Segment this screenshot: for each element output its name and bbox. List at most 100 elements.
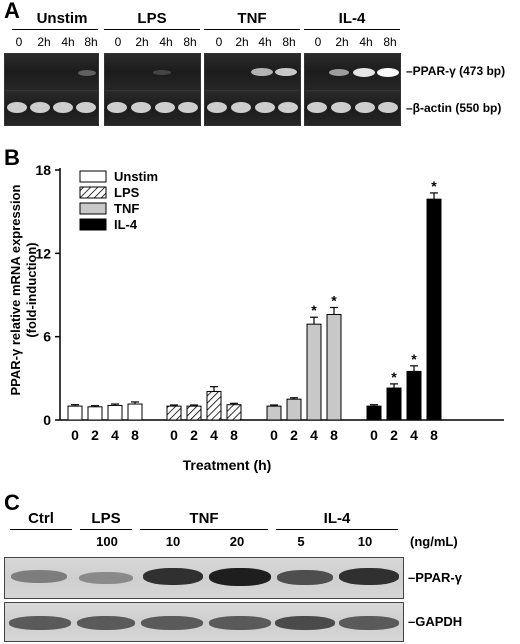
lane-label: 0 xyxy=(314,35,322,49)
bar xyxy=(266,405,282,421)
x-tick-label: 2 xyxy=(390,427,398,443)
western-blot-ppar xyxy=(4,557,404,599)
significance-marker: * xyxy=(431,178,437,194)
x-tick-label: 0 xyxy=(370,427,378,443)
x-tick-label: 0 xyxy=(170,427,178,443)
x-tick-label: 2 xyxy=(190,427,198,443)
gel-band xyxy=(107,102,127,113)
lane-label: 8h xyxy=(84,35,98,49)
legend-swatch xyxy=(79,202,107,215)
gel-actin-lps xyxy=(104,90,201,126)
gel-band xyxy=(231,102,251,113)
gel-band xyxy=(30,102,50,113)
gel-band xyxy=(307,102,327,113)
group-underline xyxy=(304,29,400,30)
gel-band xyxy=(353,68,375,77)
wb-band xyxy=(9,616,71,630)
gel-band xyxy=(378,102,398,113)
lane-label: 2h xyxy=(335,35,349,49)
gel-ppar-unstim xyxy=(4,53,99,91)
group-underline xyxy=(204,29,300,30)
lane-label: 0 xyxy=(15,35,23,49)
legend-label: TNF xyxy=(114,201,139,216)
wb-band xyxy=(209,568,271,586)
group-label-lps: LPS xyxy=(137,10,167,27)
bar xyxy=(107,404,123,421)
gel-ppar-il4 xyxy=(304,53,401,91)
wb-band xyxy=(275,616,335,630)
bar xyxy=(166,405,182,421)
legend-label: LPS xyxy=(114,185,140,200)
wb-band xyxy=(277,570,333,585)
gel-band xyxy=(207,102,227,113)
bar xyxy=(426,198,442,421)
wb-group-ctrl: Ctrl xyxy=(28,510,54,527)
legend-swatch xyxy=(79,218,107,231)
legend-swatch xyxy=(79,170,107,183)
gel-band xyxy=(131,102,151,113)
lane-label: 8h xyxy=(282,35,296,49)
gel-band xyxy=(355,102,375,113)
lane-label: 2h xyxy=(135,35,149,49)
bar xyxy=(67,405,83,421)
lane-label: 4h xyxy=(359,35,373,49)
bar xyxy=(226,404,242,421)
wb-group-il4: IL-4 xyxy=(323,510,351,527)
bar xyxy=(87,406,103,421)
gel-actin-tnf xyxy=(204,90,301,126)
gel-band xyxy=(153,70,171,75)
significance-marker: * xyxy=(311,302,317,318)
group-underline xyxy=(104,29,200,30)
lane-label: 4h xyxy=(61,35,75,49)
x-tick-label: 4 xyxy=(410,427,418,443)
wb-band xyxy=(11,570,67,583)
wb-group-underline xyxy=(10,529,72,530)
wb-band xyxy=(339,616,399,630)
gel-band xyxy=(278,102,298,113)
gel-band xyxy=(78,70,96,76)
wb-label-ppar: –PPAR-γ xyxy=(408,570,462,585)
x-tick-label: 4 xyxy=(310,427,318,443)
x-tick-label: 4 xyxy=(210,427,218,443)
bar xyxy=(286,398,302,421)
wb-conc: 10 xyxy=(165,534,181,549)
wb-group-lps: LPS xyxy=(91,510,121,527)
x-tick-label: 8 xyxy=(330,427,338,443)
x-tick-label: 2 xyxy=(91,427,99,443)
wb-band xyxy=(141,616,203,630)
lane-label: 0 xyxy=(215,35,223,49)
bar xyxy=(127,403,143,421)
wb-band xyxy=(209,616,271,630)
wb-conc: 10 xyxy=(357,534,373,549)
x-axis-label: Treatment (h) xyxy=(183,457,272,473)
legend-swatch xyxy=(79,186,107,199)
lane-label: 2h xyxy=(235,35,249,49)
panel-c-letter: C xyxy=(4,490,20,515)
y-axis-label-line: (fold-induction) xyxy=(24,242,39,337)
gel-band xyxy=(76,102,96,113)
y-tick-label: 18 xyxy=(35,162,51,178)
bar xyxy=(326,313,342,421)
gel-band xyxy=(255,102,275,113)
bar xyxy=(306,323,322,421)
panel-b-letter: B xyxy=(4,145,20,170)
lane-label: 0 xyxy=(114,35,122,49)
gel-actin-il4 xyxy=(304,90,401,126)
group-label-il4: IL-4 xyxy=(338,10,366,27)
bar xyxy=(186,405,202,421)
bar xyxy=(386,387,402,421)
wb-band xyxy=(79,572,133,584)
x-tick-label: 0 xyxy=(71,427,79,443)
gel-band xyxy=(155,102,175,113)
lane-label: 4h xyxy=(159,35,173,49)
gel-band xyxy=(53,102,73,113)
legend-label: IL-4 xyxy=(114,217,138,232)
x-tick-label: 0 xyxy=(270,427,278,443)
western-blot-gapdh xyxy=(4,602,404,642)
wb-conc: 20 xyxy=(229,534,245,549)
gel-band xyxy=(377,68,399,77)
bar xyxy=(366,405,382,421)
legend-label: Unstim xyxy=(114,169,158,184)
lane-label: 8h xyxy=(183,35,197,49)
